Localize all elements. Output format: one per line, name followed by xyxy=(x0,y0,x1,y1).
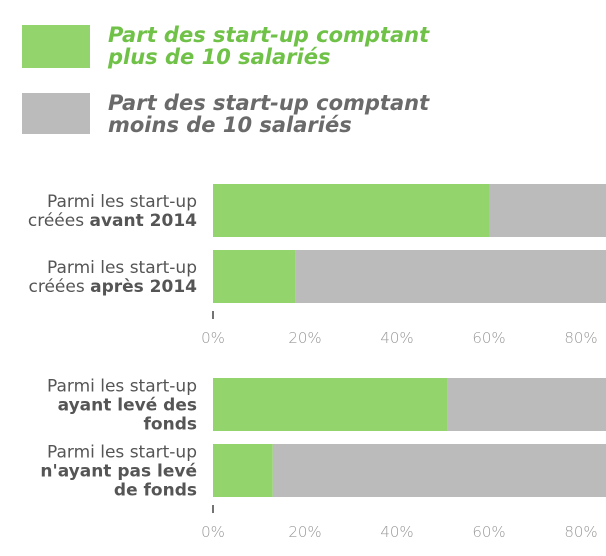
category-label: créées après 2014 xyxy=(28,277,197,297)
category-label: Parmi les start-up xyxy=(47,443,197,463)
bar-segment xyxy=(213,250,296,303)
category-label-part: Parmi les start-up xyxy=(47,377,197,397)
legend-label: Part des start-up comptant moins de 10 s… xyxy=(108,91,430,137)
category-label-part: avant 2014 xyxy=(90,211,198,231)
category-label-part: n'ayant pas levé xyxy=(40,462,197,482)
x-tick-label: 40% xyxy=(380,329,413,347)
bar-segment xyxy=(447,378,606,431)
category-label: ayant levé des xyxy=(58,396,197,416)
bar-segment xyxy=(295,250,606,303)
bar-segment xyxy=(213,378,448,431)
category-label-part: après 2014 xyxy=(90,277,197,297)
x-tick-label: 0% xyxy=(201,329,225,347)
bar-segment xyxy=(489,184,606,237)
x-tick-label: 0% xyxy=(201,523,225,541)
legend-swatch xyxy=(22,25,90,68)
category-label-part: Parmi les start-up xyxy=(47,192,197,212)
x-tick-label: 80% xyxy=(564,523,597,541)
category-label-part: ayant levé des xyxy=(58,396,197,416)
x-tick-label: 40% xyxy=(380,523,413,541)
category-label: créées avant 2014 xyxy=(28,211,197,231)
x-tick-label: 20% xyxy=(288,523,321,541)
x-tick-label: 20% xyxy=(288,329,321,347)
category-label: Parmi les start-up xyxy=(47,192,197,212)
legend-swatch xyxy=(22,93,90,134)
x-tick-label: 60% xyxy=(472,523,505,541)
bar-segment xyxy=(213,184,489,237)
category-label-part: de fonds xyxy=(114,481,197,501)
category-label: n'ayant pas levé xyxy=(40,462,197,482)
category-label-part: créées xyxy=(28,277,90,297)
category-label: Parmi les start-up xyxy=(47,258,197,278)
category-label: de fonds xyxy=(114,481,197,501)
x-tick-label: 80% xyxy=(564,329,597,347)
category-label-part: fonds xyxy=(144,415,197,435)
category-label-part: Parmi les start-up xyxy=(47,443,197,463)
bar-segment xyxy=(272,444,606,497)
category-label-part: créées xyxy=(28,211,90,231)
category-label: fonds xyxy=(144,415,197,435)
x-tick-label: 60% xyxy=(472,329,505,347)
category-label-part: Parmi les start-up xyxy=(47,258,197,278)
legend-label: Part des start-up comptant plus de 10 sa… xyxy=(108,23,430,69)
category-label: Parmi les start-up xyxy=(47,377,197,397)
bar-segment xyxy=(213,444,273,497)
